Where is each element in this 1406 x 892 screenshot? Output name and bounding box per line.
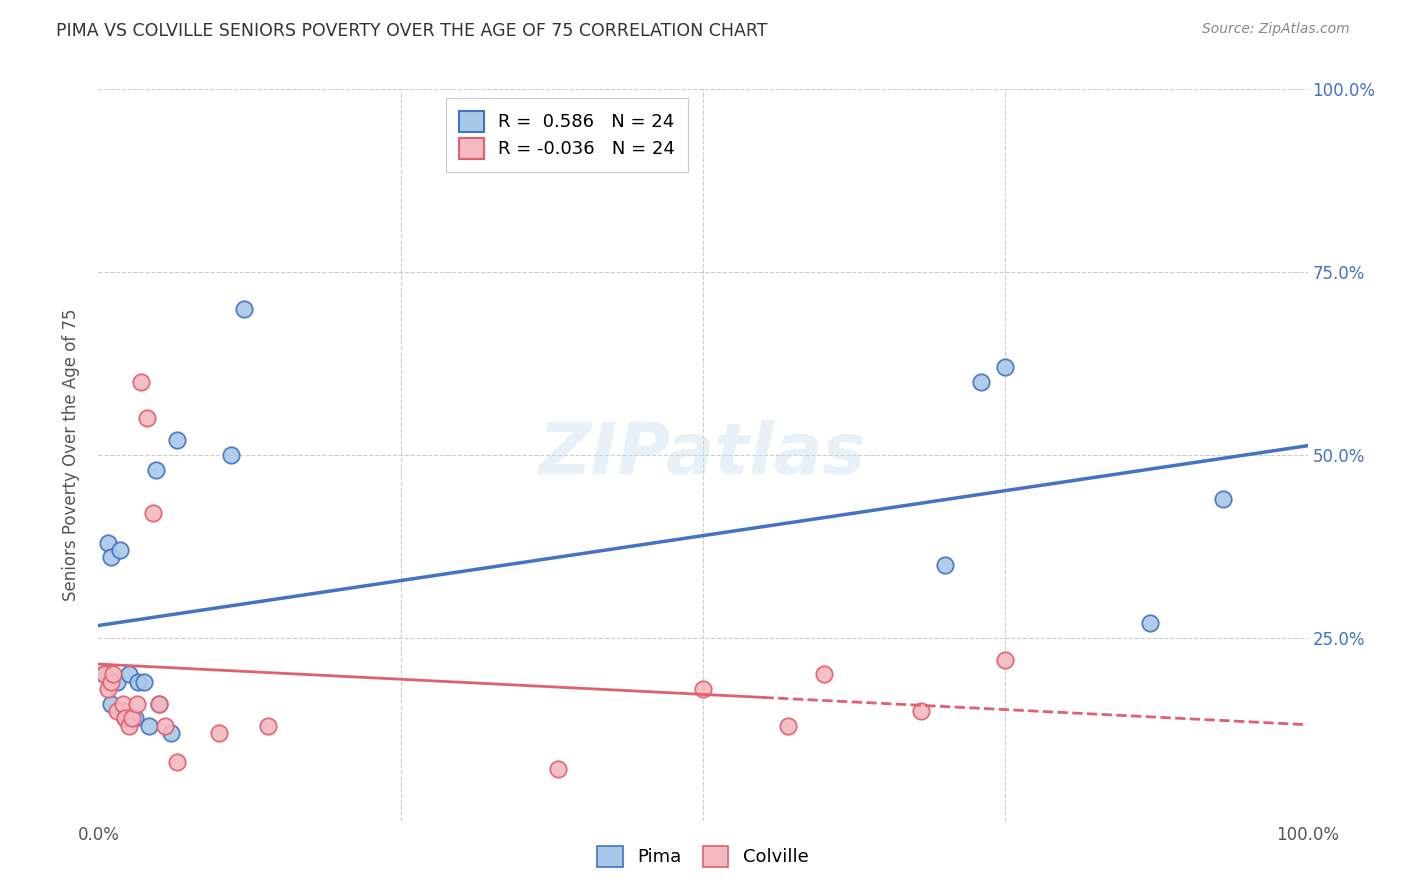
- Point: [776, 718, 799, 732]
- Point: [129, 375, 152, 389]
- Point: [105, 704, 128, 718]
- Point: [97, 681, 120, 696]
- Point: [160, 726, 183, 740]
- Point: [208, 726, 231, 740]
- Point: [127, 697, 149, 711]
- Point: [994, 653, 1017, 667]
- Point: [692, 681, 714, 696]
- Point: [1212, 491, 1234, 506]
- Point: [108, 543, 131, 558]
- Point: [114, 711, 136, 725]
- Point: [138, 718, 160, 732]
- Legend: Pima, Colville: Pima, Colville: [591, 838, 815, 874]
- Point: [105, 674, 128, 689]
- Point: [148, 697, 170, 711]
- Text: Source: ZipAtlas.com: Source: ZipAtlas.com: [1202, 22, 1350, 37]
- Point: [142, 507, 165, 521]
- Point: [93, 667, 115, 681]
- Point: [934, 558, 956, 572]
- Point: [100, 697, 122, 711]
- Point: [100, 550, 122, 565]
- Point: [97, 535, 120, 549]
- Point: [145, 462, 167, 476]
- Point: [547, 763, 569, 777]
- Point: [1139, 616, 1161, 631]
- Point: [148, 697, 170, 711]
- Point: [100, 674, 122, 689]
- Point: [970, 375, 993, 389]
- Point: [256, 718, 278, 732]
- Text: ZIPatlas: ZIPatlas: [540, 420, 866, 490]
- Point: [221, 448, 243, 462]
- Point: [166, 755, 188, 769]
- Y-axis label: Seniors Poverty Over the Age of 75: Seniors Poverty Over the Age of 75: [62, 309, 80, 601]
- Point: [121, 711, 143, 725]
- Point: [166, 434, 188, 448]
- Point: [134, 674, 156, 689]
- Point: [910, 704, 932, 718]
- Text: PIMA VS COLVILLE SENIORS POVERTY OVER THE AGE OF 75 CORRELATION CHART: PIMA VS COLVILLE SENIORS POVERTY OVER TH…: [56, 22, 768, 40]
- Point: [118, 667, 141, 681]
- Point: [101, 667, 124, 681]
- Point: [153, 718, 176, 732]
- Point: [994, 360, 1017, 375]
- Point: [813, 667, 835, 681]
- Point: [111, 697, 134, 711]
- Point: [127, 674, 149, 689]
- Point: [93, 667, 115, 681]
- Point: [118, 718, 141, 732]
- Point: [124, 711, 146, 725]
- Point: [114, 711, 136, 725]
- Point: [111, 704, 134, 718]
- Point: [232, 301, 254, 316]
- Point: [135, 411, 157, 425]
